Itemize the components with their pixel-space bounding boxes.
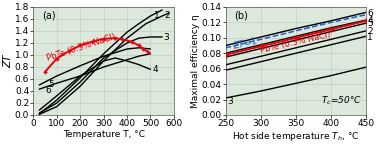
Text: 4: 4 bbox=[152, 65, 158, 74]
Text: 3: 3 bbox=[227, 97, 232, 106]
Text: PbTe (0.3% NaCl): PbTe (0.3% NaCl) bbox=[260, 30, 332, 55]
Text: (b): (b) bbox=[234, 10, 248, 20]
Text: 5: 5 bbox=[48, 80, 54, 89]
Text: 1: 1 bbox=[367, 33, 373, 42]
Y-axis label: Maximal efficiency η: Maximal efficiency η bbox=[191, 14, 200, 108]
Text: 1: 1 bbox=[154, 12, 160, 20]
Text: 5: 5 bbox=[367, 19, 373, 28]
Y-axis label: ZT: ZT bbox=[3, 54, 14, 68]
X-axis label: Hot side temperature $T_h$, °C: Hot side temperature $T_h$, °C bbox=[232, 130, 359, 142]
Text: 2: 2 bbox=[164, 11, 170, 20]
Text: 4: 4 bbox=[367, 16, 373, 25]
Text: $ZT$=1: $ZT$=1 bbox=[232, 35, 259, 51]
X-axis label: Temperature T, °C: Temperature T, °C bbox=[63, 130, 145, 139]
Text: PbTe (0.3% NaCl): PbTe (0.3% NaCl) bbox=[46, 32, 117, 63]
Text: 6: 6 bbox=[45, 86, 51, 95]
Text: 6: 6 bbox=[367, 9, 373, 18]
Text: $T_c$=50°C: $T_c$=50°C bbox=[321, 95, 362, 107]
Text: 2: 2 bbox=[367, 27, 373, 36]
Text: (a): (a) bbox=[42, 10, 56, 20]
Text: 3: 3 bbox=[163, 33, 169, 42]
